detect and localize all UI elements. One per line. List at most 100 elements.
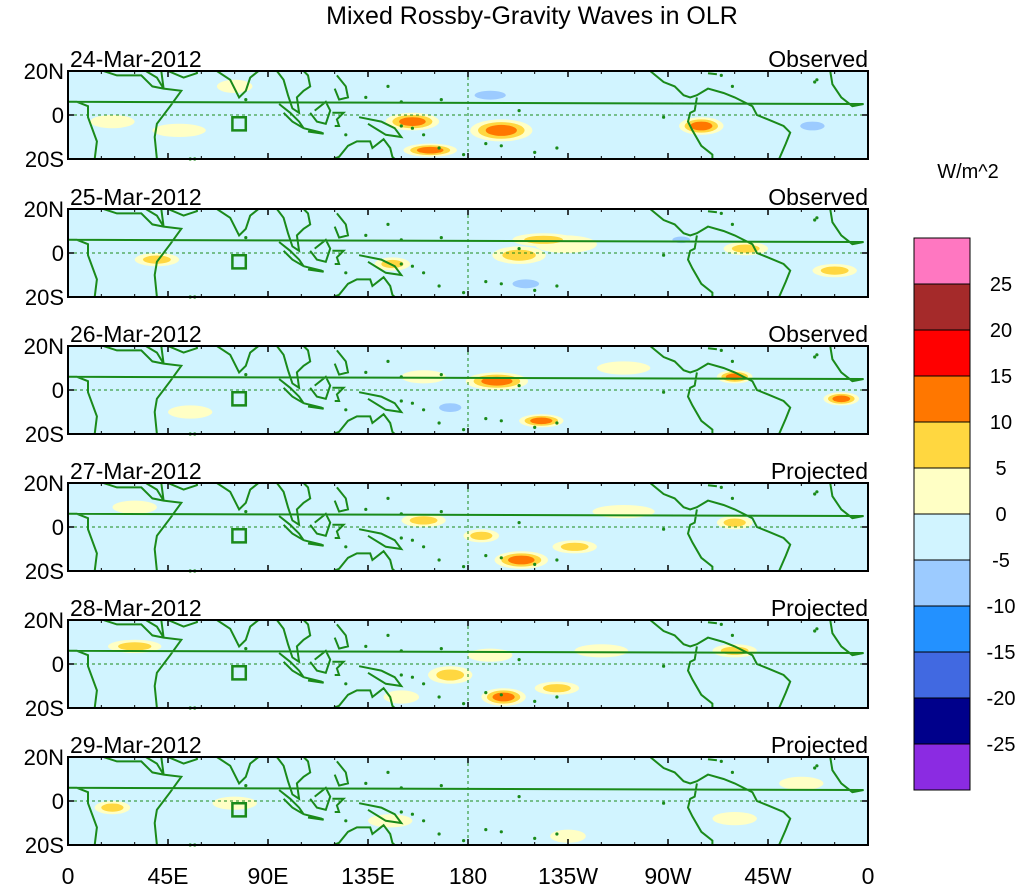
island-dot <box>437 146 441 150</box>
x-tick-label: 0 <box>862 863 875 889</box>
island-dot <box>410 126 414 130</box>
olr-anomaly-cell <box>485 414 508 423</box>
olr-anomaly-cell <box>439 403 462 412</box>
island-dot <box>386 84 390 88</box>
island-dot <box>364 507 368 511</box>
panel-date: 25-Mar-2012 <box>70 184 202 210</box>
olr-anomaly-cell <box>383 690 420 704</box>
colorbar: W/m^2 25 20 15 10 5 0 -5 -10 -15 -20 -25 <box>913 161 1016 791</box>
island-dot <box>462 153 466 157</box>
island-dot <box>364 370 368 374</box>
island-dot <box>399 262 403 266</box>
island-dot <box>813 355 817 359</box>
y-tick-label: 20S <box>25 285 64 310</box>
island-dot <box>719 211 723 215</box>
olr-anomaly-cell <box>245 546 291 561</box>
panel: 20N 0 20S 24-Mar-2012 Observed <box>24 46 869 172</box>
island-dot <box>344 271 348 275</box>
olr-anomaly-cell <box>559 84 622 98</box>
island-dot <box>730 633 735 638</box>
island-dot <box>364 233 368 237</box>
olr-anomaly-cell <box>619 407 673 421</box>
y-tick-label: 20S <box>25 696 64 721</box>
olr-anomaly-cell <box>285 768 340 782</box>
colorbar-label: 25 <box>990 274 1012 296</box>
island-dot <box>499 556 503 560</box>
x-tick-label: 180 <box>449 863 487 889</box>
island-dot <box>517 521 521 525</box>
island-dot <box>555 558 559 562</box>
y-tick-label: 20S <box>25 559 64 584</box>
island-dot <box>410 812 414 816</box>
island-dot <box>439 236 443 240</box>
colorbar-label: -15 <box>987 642 1016 664</box>
island-dot <box>399 512 403 516</box>
x-tick-label: 135W <box>538 863 598 889</box>
colorbar-label: 15 <box>990 366 1012 388</box>
y-tick-label: 0 <box>52 652 64 677</box>
island-dot <box>662 390 666 394</box>
x-tick-label: 0 <box>62 863 75 889</box>
olr-anomaly-cell <box>470 531 493 540</box>
island-dot <box>517 658 521 662</box>
island-dot <box>484 554 488 558</box>
island-dot <box>437 558 441 562</box>
panel-date: 28-Mar-2012 <box>70 595 202 621</box>
olr-anomaly-cell <box>508 555 535 565</box>
olr-anomaly-cell <box>431 242 460 251</box>
panel: 20N 0 20S 27-Mar-2012 Projected <box>24 458 869 584</box>
colorbar-swatch <box>913 237 971 285</box>
olr-anomaly-cell <box>168 405 213 419</box>
colorbar-label: 0 <box>995 504 1006 526</box>
island-dot <box>499 282 503 286</box>
island-dot <box>244 98 248 102</box>
island-dot <box>399 649 403 653</box>
olr-anomaly-cell <box>274 123 328 137</box>
island-dot <box>462 291 466 295</box>
island-dot <box>364 95 368 99</box>
island-dot <box>386 359 390 363</box>
island-dot <box>244 510 248 514</box>
y-tick-label: 20S <box>25 147 64 172</box>
olr-anomaly-cell <box>118 642 152 651</box>
panel-kind: Observed <box>768 184 868 210</box>
island-dot <box>813 766 817 770</box>
island-dot <box>399 786 403 790</box>
island-dot <box>422 133 426 137</box>
olr-anomaly-cell <box>560 542 589 551</box>
island-dot <box>555 284 559 288</box>
island-dot <box>410 401 414 405</box>
island-dot <box>344 408 348 412</box>
island-dot <box>364 644 368 649</box>
island-dot <box>533 288 537 292</box>
y-tick-label: 0 <box>52 378 64 403</box>
island-dot <box>244 236 248 240</box>
olr-anomaly-cell <box>101 803 124 812</box>
olr-anomaly-cell <box>485 124 517 136</box>
olr-anomaly-cell <box>543 684 571 693</box>
olr-anomaly-cell <box>143 255 171 264</box>
island-dot <box>813 629 817 633</box>
island-dot <box>719 73 723 77</box>
olr-anomaly-cell <box>529 518 558 527</box>
island-dot <box>410 538 414 542</box>
region-box <box>231 390 248 407</box>
coastline <box>68 209 864 297</box>
olr-anomaly-cell <box>623 137 668 151</box>
island-dot <box>555 421 559 425</box>
island-dot <box>386 222 390 226</box>
olr-anomaly-cell <box>543 146 571 155</box>
island-dot <box>815 78 819 82</box>
island-dot <box>499 693 503 697</box>
island-dot <box>422 408 426 412</box>
colorbar-swatch <box>913 605 971 653</box>
island-dot <box>815 353 819 357</box>
island-dot <box>462 565 466 569</box>
panel: 20N 0 20S 25-Mar-2012 Observed <box>24 184 869 310</box>
island-dot <box>555 695 559 699</box>
y-tick-label: 20S <box>25 833 64 858</box>
olr-anomaly-cell <box>152 123 206 137</box>
olr-anomaly-cell <box>723 518 746 527</box>
y-tick-label: 20N <box>24 608 64 633</box>
y-tick-label: 20N <box>24 197 64 222</box>
